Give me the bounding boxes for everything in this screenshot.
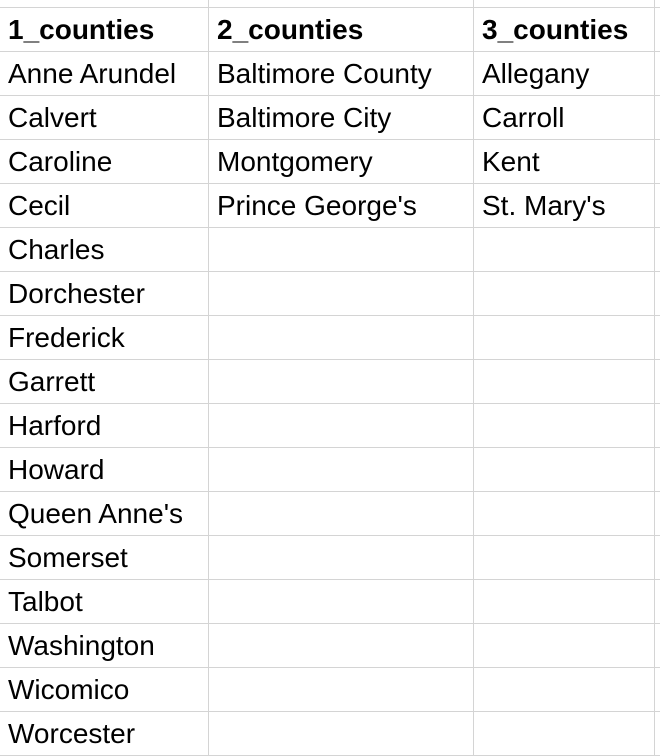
table-cell[interactable] <box>655 228 660 272</box>
table-row: Anne Arundel Baltimore County Allegany <box>0 52 660 96</box>
table-row: Queen Anne's <box>0 492 660 536</box>
table-cell[interactable]: Frederick <box>8 322 125 353</box>
table-cell[interactable]: Allegany <box>482 58 590 89</box>
table-cell[interactable] <box>474 712 654 756</box>
table-cell[interactable]: Prince George's <box>217 190 417 221</box>
table-cell[interactable]: Charles <box>8 234 105 265</box>
table-cell[interactable] <box>474 536 654 580</box>
table-cell[interactable] <box>655 52 660 96</box>
table-cell[interactable] <box>655 140 660 184</box>
table-cell[interactable] <box>474 404 654 448</box>
table-cell[interactable]: Talbot <box>8 586 83 617</box>
table-cell[interactable] <box>655 8 660 52</box>
table-row: Harford <box>0 404 660 448</box>
table-cell[interactable]: Anne Arundel <box>8 58 177 89</box>
header-row: 1_counties 2_counties 3_counties <box>0 8 660 52</box>
table-cell[interactable] <box>474 360 654 404</box>
table-cell[interactable] <box>655 536 660 580</box>
table-cell[interactable] <box>474 272 654 316</box>
table-cell[interactable] <box>209 448 473 492</box>
table-row: Garrett <box>0 360 660 404</box>
table-cell[interactable] <box>474 624 654 668</box>
row-strip-top <box>0 0 660 8</box>
table-row: Dorchester <box>0 272 660 316</box>
table-cell[interactable] <box>209 712 473 756</box>
table-cell[interactable] <box>655 712 660 756</box>
table-row: Charles <box>0 228 660 272</box>
table-cell[interactable] <box>655 448 660 492</box>
column-divider <box>208 0 209 756</box>
table-cell[interactable]: Calvert <box>8 102 97 133</box>
column-divider <box>654 0 655 756</box>
table-cell[interactable]: Washington <box>8 630 155 661</box>
table-cell[interactable]: Baltimore County <box>217 58 432 89</box>
table-cell[interactable] <box>209 580 473 624</box>
table-cell[interactable] <box>655 184 660 228</box>
table-cell[interactable]: Dorchester <box>8 278 145 309</box>
table-cell[interactable]: Garrett <box>8 366 96 397</box>
table-cell[interactable]: Cecil <box>8 190 71 221</box>
table-cell[interactable]: Kent <box>482 146 540 177</box>
table-cell[interactable] <box>655 404 660 448</box>
table-row: Washington <box>0 624 660 668</box>
table-cell[interactable]: Baltimore City <box>217 102 392 133</box>
table-row: Worcester <box>0 712 660 756</box>
table-row: Cecil Prince George's St. Mary's <box>0 184 660 228</box>
table-cell[interactable] <box>655 360 660 404</box>
table-cell[interactable]: Howard <box>8 454 105 485</box>
table-cell[interactable] <box>474 492 654 536</box>
column-header-cell[interactable]: 3_counties <box>482 14 629 45</box>
table-cell[interactable] <box>209 360 473 404</box>
table-cell[interactable] <box>209 228 473 272</box>
column-header-cell[interactable]: 2_counties <box>217 14 364 45</box>
table-cell[interactable]: Worcester <box>8 718 136 749</box>
table-cell[interactable] <box>474 580 654 624</box>
table-cell[interactable]: Harford <box>8 410 102 441</box>
table-cell[interactable] <box>209 404 473 448</box>
table-cell[interactable] <box>209 668 473 712</box>
table-row: Caroline Montgomery Kent <box>0 140 660 184</box>
table-row: Wicomico <box>0 668 660 712</box>
table-cell[interactable]: St. Mary's <box>482 190 606 221</box>
table-cell[interactable]: Montgomery <box>217 146 373 177</box>
table-cell[interactable]: Carroll <box>482 102 565 133</box>
column-header-cell[interactable]: 1_counties <box>8 14 155 45</box>
table-cell[interactable]: Caroline <box>8 146 113 177</box>
table-cell[interactable] <box>209 492 473 536</box>
table-cell[interactable] <box>209 536 473 580</box>
table-cell[interactable]: Queen Anne's <box>8 498 184 529</box>
table-cell[interactable] <box>655 316 660 360</box>
table-cell[interactable] <box>474 316 654 360</box>
table-cell[interactable] <box>209 272 473 316</box>
table-cell[interactable]: Wicomico <box>8 674 130 705</box>
table-cell[interactable] <box>655 272 660 316</box>
table-cell[interactable] <box>474 228 654 272</box>
table-cell[interactable] <box>474 668 654 712</box>
table-row: Somerset <box>0 536 660 580</box>
table-cell[interactable] <box>655 96 660 140</box>
table-cell[interactable]: Somerset <box>8 542 128 573</box>
column-divider <box>473 0 474 756</box>
table-row: Frederick <box>0 316 660 360</box>
table-cell[interactable] <box>655 668 660 712</box>
table-cell[interactable] <box>474 448 654 492</box>
table-row: Talbot <box>0 580 660 624</box>
table-cell[interactable] <box>655 624 660 668</box>
table-cell[interactable] <box>209 624 473 668</box>
table-cell[interactable] <box>655 580 660 624</box>
table-cell[interactable] <box>209 316 473 360</box>
table-row: Calvert Baltimore City Carroll <box>0 96 660 140</box>
table-row: Howard <box>0 448 660 492</box>
table-cell[interactable] <box>655 492 660 536</box>
